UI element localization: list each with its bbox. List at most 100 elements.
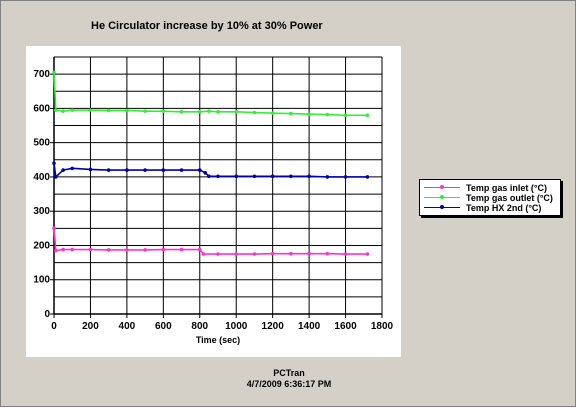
series-1-point: [216, 252, 220, 256]
series-3-point: [252, 174, 257, 179]
chart-legend: Temp gas inlet (°C) Temp gas outlet (°C) T…: [419, 179, 561, 216]
series-3-point: [216, 174, 220, 179]
series-2-point: [52, 70, 56, 75]
series-1-point: [201, 252, 206, 256]
series-3-point: [270, 174, 275, 179]
series-1-point: [88, 247, 93, 252]
series-2-point: [161, 109, 166, 113]
y-tick-label: 300: [33, 206, 50, 217]
series-line-3: [53, 163, 368, 179]
legend-label: Temp HX 2nd (°C): [466, 203, 542, 213]
series-3-point: [179, 168, 184, 172]
legend-item: Temp HX 2nd (°C): [424, 203, 541, 213]
y-tick-label: 400: [33, 172, 50, 183]
legend-item: Temp gas outlet (°C): [424, 193, 553, 203]
series-2-point: [216, 110, 220, 114]
series-1-point: [70, 247, 75, 252]
series-1-point: [270, 251, 275, 256]
series-3-point: [343, 175, 348, 179]
legend-swatch: [424, 183, 460, 193]
x-tick-label: 1000: [225, 321, 248, 332]
series-1-point: [289, 251, 293, 256]
x-tick-label: 1600: [334, 321, 357, 332]
series-3-point: [234, 174, 239, 179]
series-1-point: [197, 247, 202, 252]
series-3-point: [325, 175, 330, 179]
series-1-point: [252, 252, 257, 256]
series-3-point: [143, 168, 147, 172]
series-3-point: [70, 166, 75, 171]
series-1-point: [307, 251, 311, 256]
series-2-point: [88, 108, 93, 112]
series-3-point: [207, 174, 211, 179]
x-tick-label: 800: [191, 321, 208, 332]
series-3-point: [88, 167, 93, 172]
footer-app-name: PCTran: [273, 368, 305, 378]
series-2-point: [252, 110, 257, 115]
y-tick-label: 700: [33, 69, 50, 80]
series-2-point: [325, 112, 330, 117]
series-3-point: [52, 161, 56, 166]
series-2-point: [125, 108, 129, 113]
series-2-point: [270, 111, 275, 115]
series-2-point: [143, 109, 147, 113]
series-3-point: [203, 171, 208, 175]
series-1-point: [325, 251, 330, 256]
x-tick-label: 600: [155, 321, 172, 332]
series-1-point: [179, 247, 184, 252]
series-3-point: [161, 168, 166, 172]
x-tick-label: 1200: [262, 321, 285, 332]
series-3-point: [61, 168, 65, 172]
series-1-point: [343, 252, 348, 256]
series-2-point: [70, 108, 75, 112]
series-3-point: [307, 174, 311, 179]
series-3-point: [365, 175, 370, 179]
series-2-point: [207, 109, 211, 113]
series-1-point: [143, 248, 147, 252]
series-2-point: [289, 111, 293, 116]
x-tick-label: 1800: [371, 321, 394, 332]
series-2-point: [106, 108, 111, 113]
series-2-point: [179, 110, 184, 114]
legend-item: Temp gas inlet (°C): [424, 183, 547, 193]
series-1-point: [365, 252, 370, 256]
series-2-point: [343, 113, 348, 118]
x-tick-label: 200: [82, 321, 99, 332]
legend-label: Temp gas inlet (°C): [466, 183, 547, 193]
series-3-point: [54, 175, 58, 179]
series-1-point: [234, 252, 239, 256]
y-tick-label: 500: [33, 138, 50, 149]
series-1-point: [106, 248, 111, 252]
y-tick-label: 0: [44, 309, 50, 320]
x-axis-label: Time (sec): [196, 335, 240, 345]
series-3-point: [289, 174, 293, 179]
series-1-point: [125, 248, 129, 252]
series-2-point: [365, 113, 370, 118]
legend-swatch: [424, 193, 460, 203]
chart-title: He Circulator increase by 10% at 30% Pow…: [91, 20, 323, 32]
series-line-1: [53, 228, 368, 255]
legend-label: Temp gas outlet (°C): [466, 193, 553, 203]
x-tick-label: 400: [119, 321, 136, 332]
x-tick-label: 0: [51, 321, 57, 332]
y-tick-label: 200: [33, 240, 50, 251]
series-3-point: [125, 168, 129, 172]
legend-swatch: [424, 203, 460, 213]
y-tick-label: 600: [33, 103, 50, 114]
series-1-point: [61, 247, 65, 252]
footer-timestamp: 4/7/2009 6:36:17 PM: [246, 379, 332, 389]
series-1-point: [161, 247, 166, 252]
series-1-point: [52, 226, 56, 231]
x-tick-label: 1400: [298, 321, 321, 332]
series-3-point: [106, 168, 111, 172]
series-2-point: [54, 108, 58, 112]
y-tick-label: 100: [33, 275, 50, 286]
series-3-point: [197, 168, 202, 172]
series-2-point: [307, 112, 311, 117]
series-2-point: [234, 110, 239, 114]
series-1-point: [54, 248, 58, 253]
plot-panel: [26, 46, 401, 357]
series-2-point: [61, 109, 65, 113]
